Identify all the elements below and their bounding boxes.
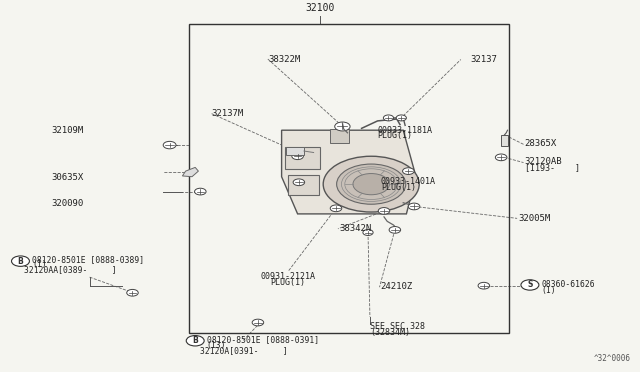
Text: 32120AA[0389-     ]: 32120AA[0389- ] bbox=[24, 265, 117, 274]
Circle shape bbox=[353, 173, 390, 195]
Circle shape bbox=[292, 153, 303, 160]
Text: 32120AB: 32120AB bbox=[525, 157, 563, 166]
Circle shape bbox=[335, 122, 350, 131]
Polygon shape bbox=[182, 167, 198, 177]
Text: (32834M): (32834M) bbox=[370, 328, 410, 337]
Text: S: S bbox=[527, 280, 532, 289]
Bar bbox=[285, 147, 320, 169]
Polygon shape bbox=[282, 130, 416, 214]
Circle shape bbox=[337, 164, 406, 204]
Text: 00933-1181A: 00933-1181A bbox=[378, 126, 433, 135]
Circle shape bbox=[195, 188, 206, 195]
Circle shape bbox=[163, 141, 176, 149]
Circle shape bbox=[396, 115, 406, 121]
Text: 38322M: 38322M bbox=[269, 55, 301, 64]
Circle shape bbox=[521, 280, 539, 290]
Text: (13): (13) bbox=[207, 341, 226, 350]
Bar bbox=[330, 129, 349, 143]
Text: SEE SEC.328: SEE SEC.328 bbox=[370, 322, 425, 331]
Text: 32137: 32137 bbox=[470, 55, 497, 64]
Text: 320090: 320090 bbox=[51, 199, 83, 208]
Circle shape bbox=[323, 156, 419, 212]
Text: PLUG(1): PLUG(1) bbox=[378, 131, 413, 140]
Circle shape bbox=[389, 227, 401, 233]
Text: PLUG(1): PLUG(1) bbox=[271, 278, 305, 287]
Text: 38342N: 38342N bbox=[339, 224, 371, 232]
Circle shape bbox=[408, 203, 420, 210]
Circle shape bbox=[330, 205, 342, 212]
Text: 28365X: 28365X bbox=[525, 139, 557, 148]
Circle shape bbox=[378, 208, 390, 214]
Text: 24210Z: 24210Z bbox=[381, 282, 413, 291]
Text: 32137M: 32137M bbox=[211, 109, 243, 118]
Text: 08120-8501E [0888-0391]: 08120-8501E [0888-0391] bbox=[207, 336, 319, 344]
Text: 32005M: 32005M bbox=[518, 214, 550, 223]
Text: [I193-    ]: [I193- ] bbox=[525, 163, 580, 172]
Circle shape bbox=[293, 179, 305, 186]
Text: (1): (1) bbox=[32, 260, 47, 269]
Circle shape bbox=[383, 115, 394, 121]
Circle shape bbox=[186, 336, 204, 346]
Circle shape bbox=[12, 256, 29, 266]
Bar bbox=[501, 135, 508, 146]
Bar bbox=[189, 24, 509, 333]
Text: 00931-2121A: 00931-2121A bbox=[260, 272, 316, 281]
Text: 32120A[0391-     ]: 32120A[0391- ] bbox=[200, 346, 288, 355]
Circle shape bbox=[403, 168, 414, 174]
Text: 30635X: 30635X bbox=[51, 173, 83, 182]
Text: 32100: 32100 bbox=[305, 3, 335, 13]
Bar bbox=[286, 147, 304, 155]
Bar bbox=[288, 175, 319, 195]
Circle shape bbox=[127, 289, 138, 296]
Text: 32109M: 32109M bbox=[51, 126, 83, 135]
Text: PLUG(1): PLUG(1) bbox=[381, 183, 416, 192]
Text: B: B bbox=[193, 336, 198, 345]
Circle shape bbox=[478, 282, 490, 289]
Text: 08360-61626: 08360-61626 bbox=[541, 280, 595, 289]
Text: 08120-8501E [0888-0389]: 08120-8501E [0888-0389] bbox=[32, 255, 144, 264]
Text: (1): (1) bbox=[541, 286, 556, 295]
Circle shape bbox=[495, 154, 507, 161]
Text: ^32^0006: ^32^0006 bbox=[593, 354, 630, 363]
Text: 00933-1401A: 00933-1401A bbox=[381, 177, 436, 186]
Circle shape bbox=[252, 319, 264, 326]
Circle shape bbox=[363, 230, 373, 235]
Text: B: B bbox=[18, 257, 23, 266]
